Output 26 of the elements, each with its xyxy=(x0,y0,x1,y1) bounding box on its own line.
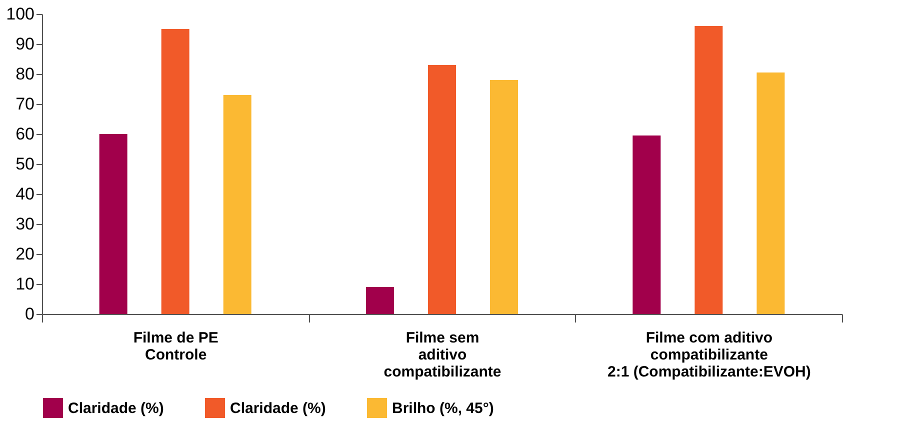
bar xyxy=(632,136,661,314)
bar xyxy=(428,65,456,314)
y-tick-label: 70 xyxy=(16,94,34,114)
y-tick-label: 50 xyxy=(16,154,34,174)
y-tick-label: 90 xyxy=(16,34,34,54)
y-tick-label: 60 xyxy=(16,124,34,144)
x-tick-label: Filme com aditivo compatibilizante 2:1 (Compatibilizante:EVOH) xyxy=(607,330,811,380)
bar xyxy=(366,287,394,314)
bar xyxy=(223,95,252,314)
legend-label: Brilho (%, 45°) xyxy=(392,400,494,417)
bar xyxy=(161,29,190,314)
y-tick-label: 0 xyxy=(25,304,34,324)
y-tick-label: 80 xyxy=(16,64,34,84)
x-tick-label: Filme sem aditivo compatibilizante xyxy=(384,330,502,380)
legend-label: Claridade (%) xyxy=(230,400,326,417)
bar xyxy=(490,80,518,314)
y-tick-label: 30 xyxy=(16,214,34,234)
x-tick-label: Filme de PE Controle xyxy=(133,330,218,364)
bar xyxy=(99,134,128,314)
y-tick-label: 40 xyxy=(16,184,34,204)
y-tick-label: 20 xyxy=(16,244,34,264)
bar xyxy=(694,26,723,314)
legend-label: Claridade (%) xyxy=(68,400,164,417)
y-tick-label: 10 xyxy=(16,274,34,294)
bar xyxy=(756,72,785,314)
y-tick-label: 100 xyxy=(6,4,34,24)
